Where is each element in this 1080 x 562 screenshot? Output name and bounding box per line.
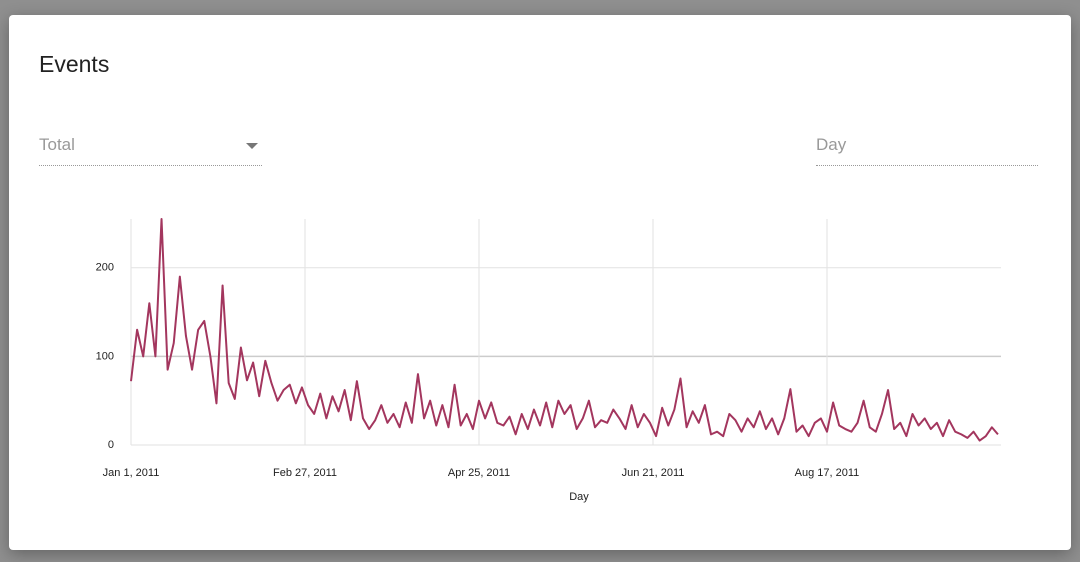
x-tick-label: Apr 25, 2011: [448, 467, 510, 479]
events-dialog: Events Total Day 0 100 200 Jan 1, 2011 Feb 2…: [9, 15, 1071, 550]
x-tick-label: Jan 1, 2011: [103, 467, 160, 479]
interval-input[interactable]: Day: [816, 135, 1038, 166]
dialog-title: Events: [39, 51, 110, 77]
dropdown-arrow: [246, 143, 258, 149]
x-tick-label: Feb 27, 2011: [273, 467, 337, 479]
y-tick-label: 0: [108, 439, 114, 451]
y-tick-label: 100: [96, 350, 114, 362]
x-axis-title: Day: [569, 491, 589, 503]
x-tick-label: Aug 17, 2011: [795, 467, 860, 479]
data-line: [130, 218, 999, 442]
x-tick-label: Jun 21, 2011: [622, 467, 685, 479]
metric-select[interactable]: Total: [39, 135, 262, 166]
metric-select-value: Total: [39, 135, 75, 154]
chart: 0 100 200 Jan 1, 2011 Feb 27, 2011 Apr 25, 20…: [96, 218, 1001, 503]
y-tick-label: 200: [96, 262, 114, 274]
interval-placeholder: Day: [816, 135, 847, 154]
